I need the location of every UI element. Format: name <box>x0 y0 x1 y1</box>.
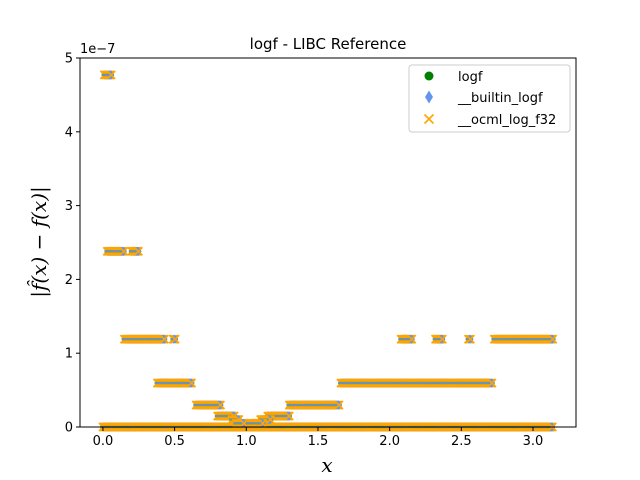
ocml-log-f32-point <box>106 70 116 80</box>
ocml-log-f32-point <box>159 334 169 344</box>
y-tick-label: 0 <box>65 421 73 436</box>
y-scale-label: 1e−7 <box>80 42 115 57</box>
ocml-log-f32-point <box>284 411 294 421</box>
legend-box <box>408 64 571 133</box>
x-tick-label: 3.0 <box>523 434 544 449</box>
ocml-log-f32-point <box>437 334 447 344</box>
x-tick-label: 2.0 <box>379 434 400 449</box>
x-axis-label: x <box>321 453 332 477</box>
ocml-log-f32-point <box>119 246 129 256</box>
x-tick-label: 0.5 <box>164 434 185 449</box>
logf-point <box>424 71 434 81</box>
ocml-log-f32-point <box>215 400 226 410</box>
ocml-log-f32-point <box>133 246 143 256</box>
x-tick-label: 1.5 <box>308 434 329 449</box>
legend-label: logf <box>458 70 483 85</box>
y-tick-label: 4 <box>65 125 73 140</box>
y-axis-label: |f̂(x) − f(x)| <box>27 186 52 298</box>
ocml-log-f32-point <box>258 418 268 428</box>
builtin-logf-point <box>425 90 433 104</box>
x-tick-label: 2.5 <box>451 434 472 449</box>
y-tick-label: 2 <box>65 273 73 288</box>
x-tick-label: 1.0 <box>236 434 257 449</box>
legend-label: __builtin_logf <box>457 91 543 106</box>
ocml-log-f32-point <box>265 415 275 425</box>
y-tick-label: 5 <box>65 52 73 67</box>
plot-frame <box>79 57 577 428</box>
ocml-log-f32-point <box>407 334 417 344</box>
y-tick-label: 3 <box>65 199 73 214</box>
legend-label: __ocml_log_f32 <box>457 113 556 128</box>
y-tick-label: 1 <box>65 347 73 362</box>
ocml-log-f32-point <box>487 378 497 388</box>
ocml-log-f32-point <box>186 378 197 388</box>
ocml-log-f32-point <box>334 400 344 410</box>
chart-title: logf - LIBC Reference <box>250 35 407 53</box>
legend: logf __builtin_logf __ocml_log_f32 <box>408 64 571 133</box>
ocml-log-f32-point <box>423 113 435 125</box>
ocml-log-f32-point <box>170 334 180 344</box>
ocml-log-f32-point <box>465 334 476 344</box>
x-axis: 0.0 0.5 1.0 1.5 2.0 2.5 3.0 <box>93 427 544 449</box>
y-axis: 0 1 2 3 4 5 <box>65 52 80 436</box>
x-tick-label: 0.0 <box>93 434 114 449</box>
ocml-log-f32-point <box>548 334 558 344</box>
